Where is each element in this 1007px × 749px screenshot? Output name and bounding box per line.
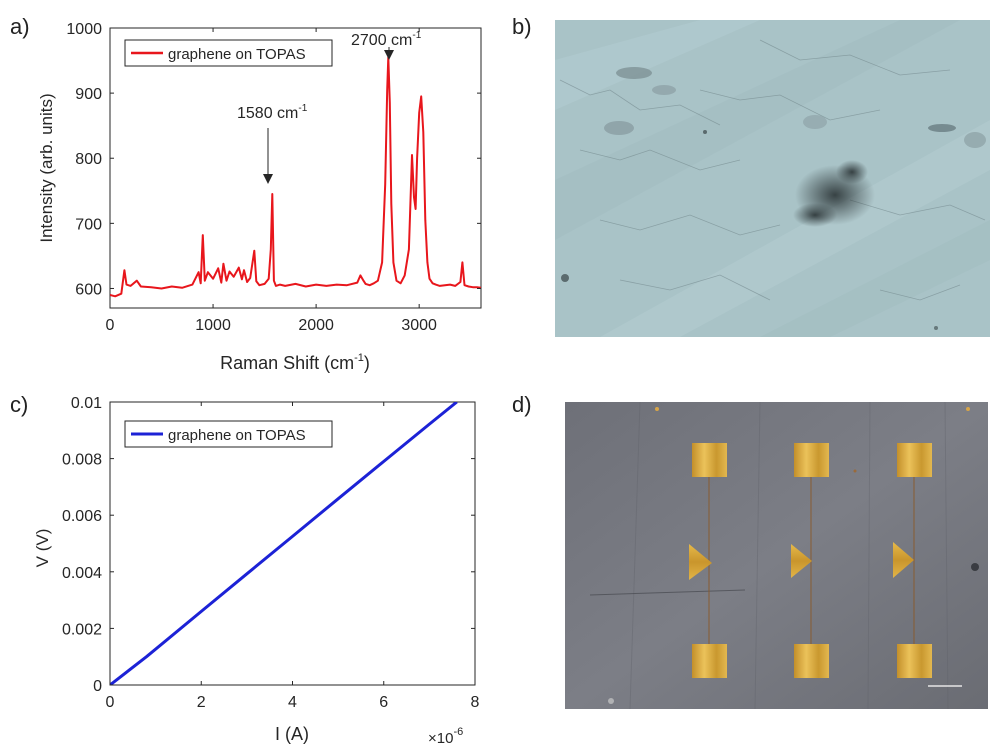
panel-a-annotation-1580-arrowhead (263, 174, 273, 184)
panel-a-annotation-2700: 2700 cm-1 (351, 30, 422, 60)
triangle-electrode (689, 544, 712, 580)
contact-pad (692, 644, 727, 678)
panel-d-label: d) (512, 392, 532, 417)
panel-c-y-tick-label: 0.006 (62, 508, 102, 525)
panel-c-y-axis-label: V (V) (33, 529, 52, 568)
panel-a-x-tick-label: 2000 (298, 317, 334, 334)
panel-a-y-ticks: 600 700 800 900 1000 (66, 21, 481, 298)
panel-c-y-tick-label: 0.01 (71, 395, 102, 412)
panel-a-annotation-1580: 1580 cm-1 (237, 103, 308, 184)
panel-c: c) 0 2 4 6 8 0 0.002 0.004 0.006 0.008 0.01 I (A)… (10, 392, 480, 747)
panel-a-y-tick-label: 800 (75, 151, 102, 168)
panel-c-x-exponent: ×10-6 (428, 726, 463, 747)
panel-c-legend-label: graphene on TOPAS (168, 427, 306, 444)
panel-a-legend: graphene on TOPAS (124, 39, 333, 67)
contact-pad (897, 443, 932, 477)
panel-d-micrograph (565, 401, 988, 710)
panel-a-y-tick-label: 700 (75, 216, 102, 233)
panel-c-x-tick-label: 6 (379, 694, 388, 711)
panel-b-label: b) (512, 14, 532, 39)
contact-pad (897, 644, 932, 678)
panel-c-y-tick-label: 0.008 (62, 452, 102, 469)
panel-a-x-tick-label: 3000 (401, 317, 437, 334)
triangle-electrode (893, 542, 914, 578)
panel-a-annotation-2700-text: 2700 cm-1 (351, 30, 422, 49)
panel-a-annotation-1580-text: 1580 cm-1 (237, 103, 308, 122)
panel-c-y-tick-label: 0 (93, 678, 102, 695)
panel-c-label: c) (10, 392, 28, 417)
panel-a-y-axis-label: Intensity (arb. units) (37, 93, 56, 242)
panel-a-y-tick-label: 1000 (66, 21, 102, 38)
contact-pad (692, 443, 727, 477)
panel-a-x-tick-label: 0 (106, 317, 115, 334)
panel-c-y-tick-label: 0.002 (62, 621, 102, 638)
contact-pad (794, 644, 829, 678)
panel-c-y-tick-label: 0.004 (62, 565, 102, 582)
panel-a-y-tick-label: 600 (75, 281, 102, 298)
panel-a-x-axis-label: Raman Shift (cm-1) (220, 352, 370, 373)
panel-a: a) 0 1000 2000 3000 600 700 800 900 1000 Raman … (10, 14, 482, 373)
panel-c-y-ticks: 0 0.002 0.004 0.006 0.008 0.01 (62, 395, 475, 695)
panel-c-x-tick-label: 4 (288, 694, 297, 711)
triangle-electrode (791, 544, 812, 578)
panel-a-legend-label: graphene on TOPAS (168, 46, 306, 63)
panel-b-micrograph (555, 20, 990, 337)
panel-b: b) (512, 14, 990, 337)
panel-a-annotation-2700-arrowhead (384, 50, 394, 60)
panel-c-x-tick-label: 0 (106, 694, 115, 711)
panel-c-x-axis-label: I (A) (275, 724, 309, 744)
panel-a-x-ticks: 0 1000 2000 3000 (106, 28, 437, 334)
panel-c-x-tick-label: 8 (471, 694, 480, 711)
panel-c-series-line (110, 402, 458, 685)
panel-c-legend: graphene on TOPAS (124, 420, 333, 448)
panel-a-series-line (110, 56, 481, 298)
panel-a-x-tick-label: 1000 (195, 317, 231, 334)
panel-a-plot-area (109, 27, 482, 309)
panel-a-y-tick-label: 900 (75, 86, 102, 103)
panel-c-x-tick-label: 2 (197, 694, 206, 711)
contact-pad (794, 443, 829, 477)
panel-a-label: a) (10, 14, 30, 39)
panel-d: d) (512, 392, 988, 710)
panel-c-x-ticks: 0 2 4 6 8 (106, 402, 480, 711)
